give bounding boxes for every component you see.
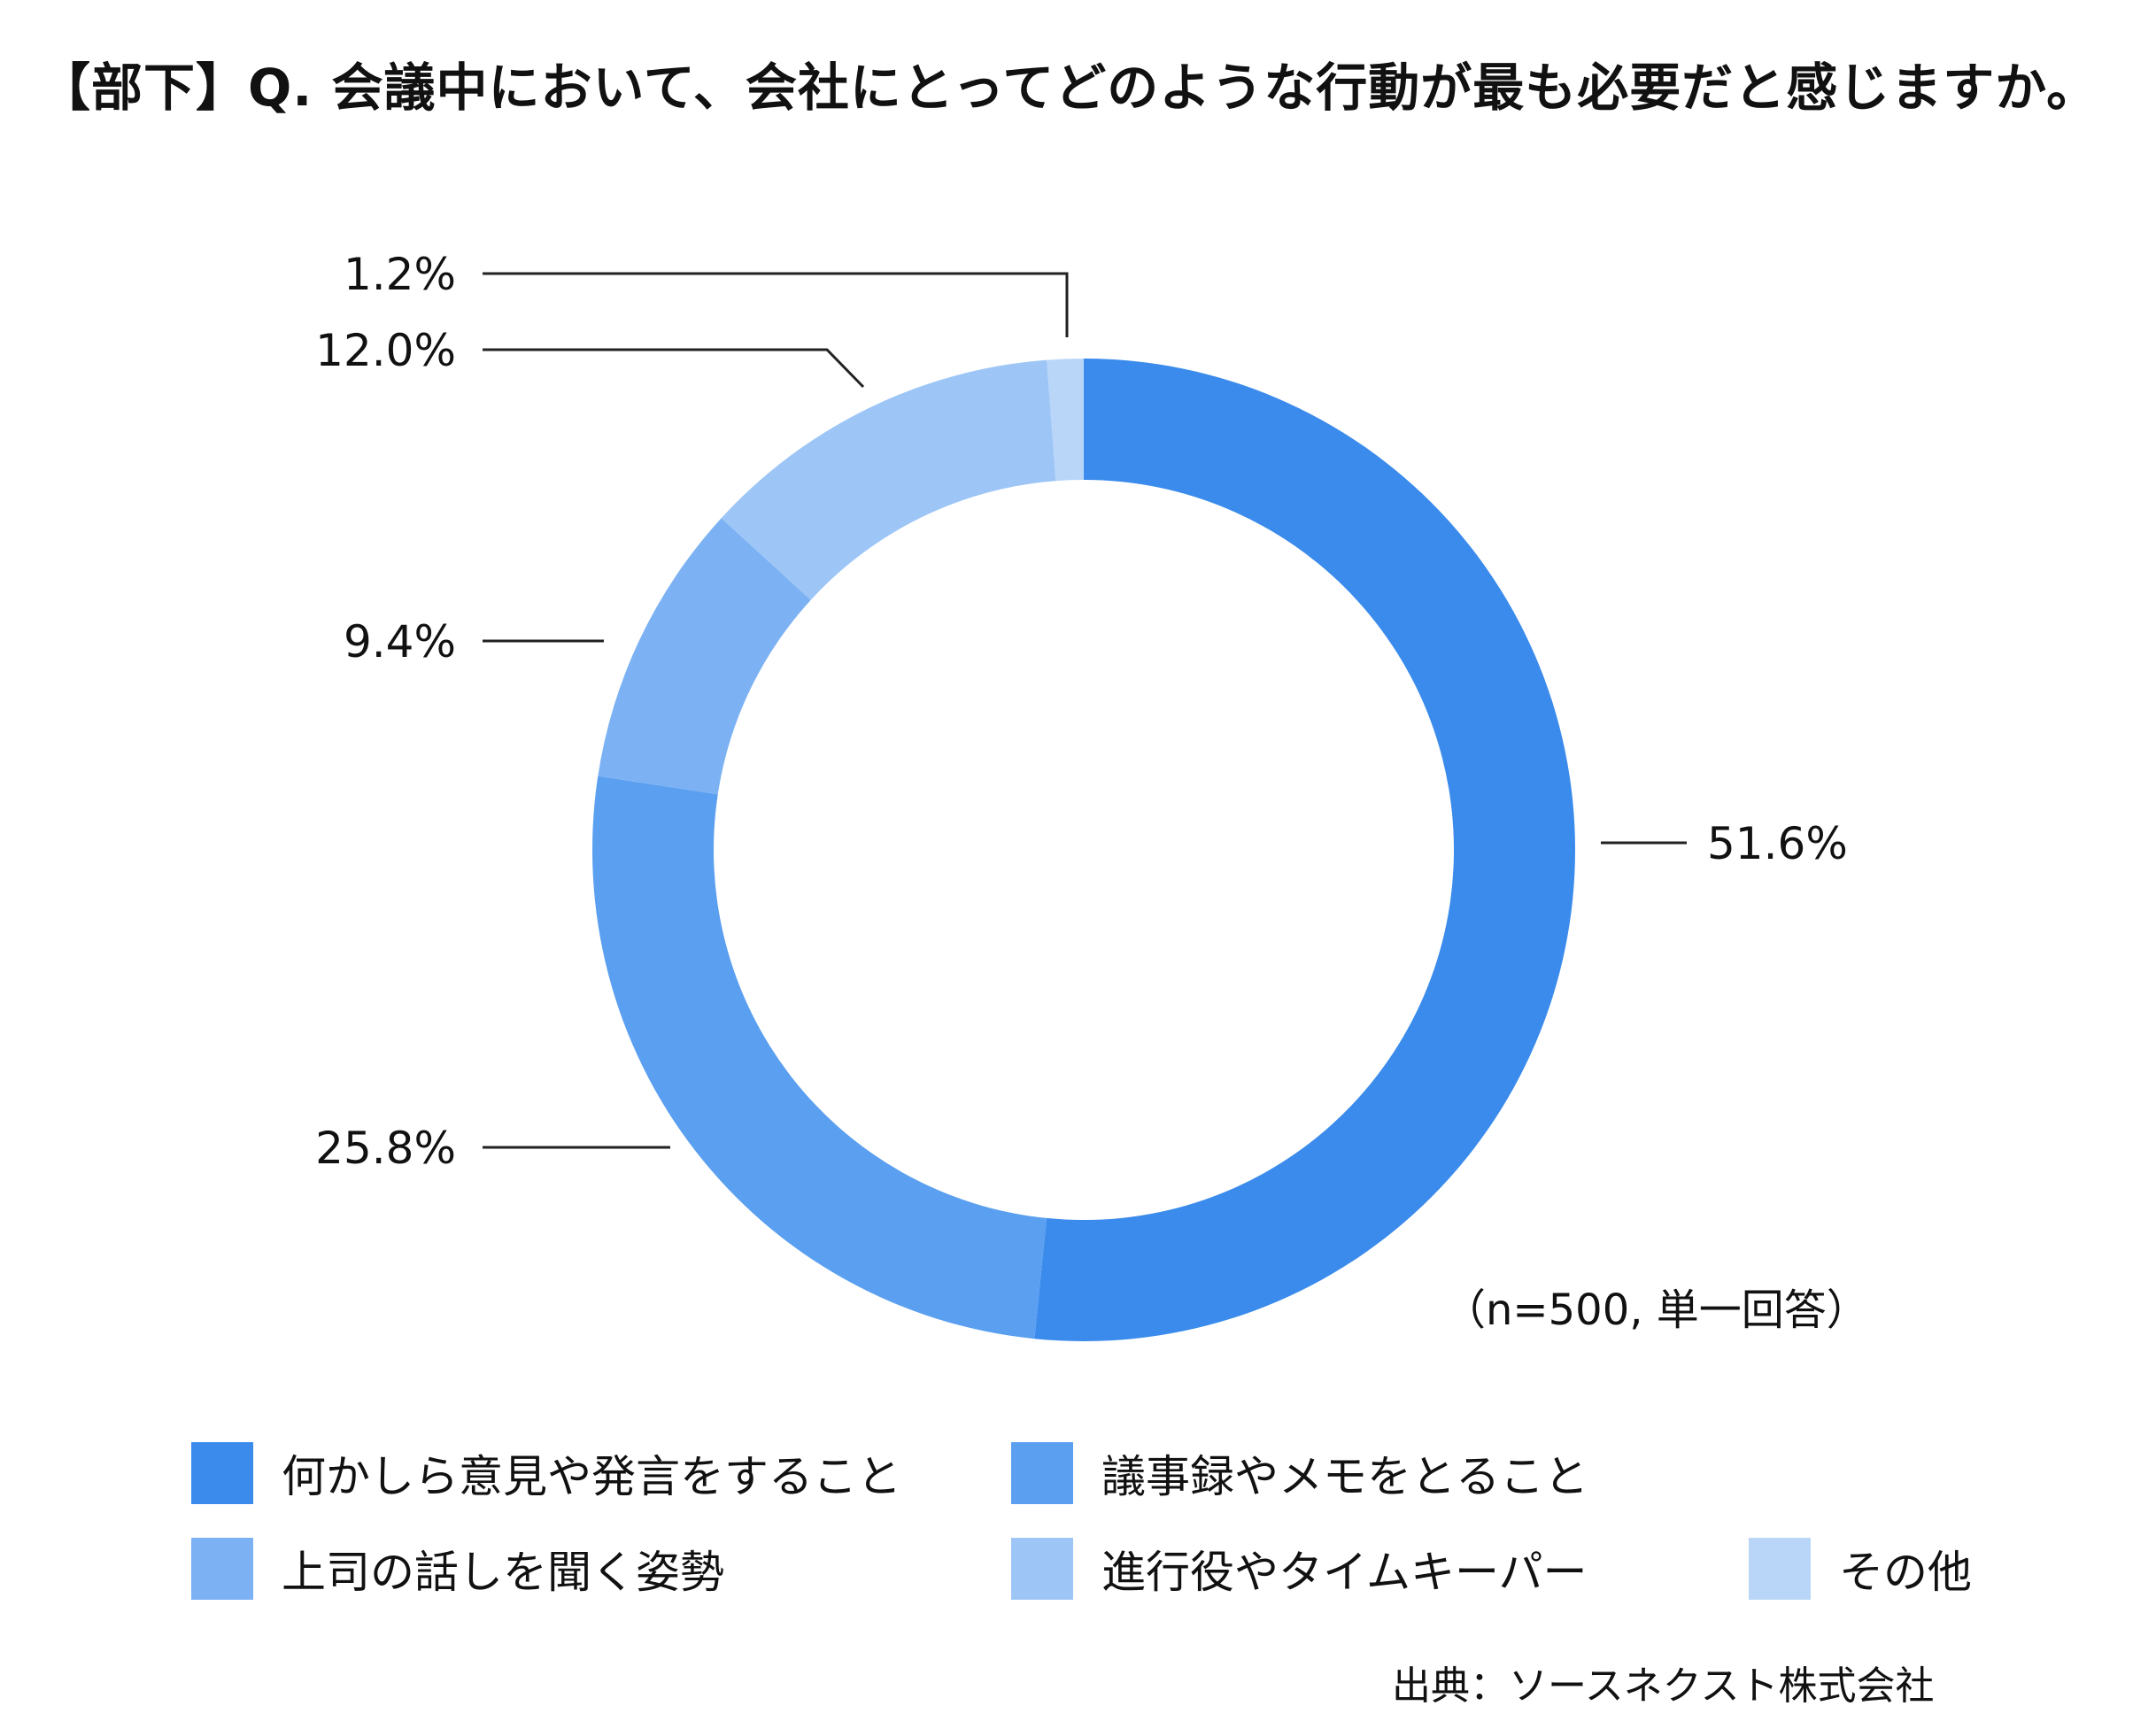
donut-slice-5 xyxy=(1047,359,1084,482)
donut-slice-4 xyxy=(721,359,1056,600)
legend-label: 議事録やメモをとること xyxy=(1101,1451,1588,1502)
data-label-4: 12.0% xyxy=(315,325,456,376)
data-labels: 51.6% 25.8% 9.4% 12.0% 1.2% xyxy=(315,249,1848,1174)
data-label-5: 1.2% xyxy=(344,249,456,300)
legend-swatch xyxy=(191,1538,253,1600)
data-label-2: 25.8% xyxy=(315,1123,456,1174)
legend-label: 上司の話しを聞く姿勢 xyxy=(282,1547,724,1598)
legend-swatch xyxy=(191,1442,253,1504)
legend-item-3: 上司の話しを聞く姿勢 xyxy=(191,1537,724,1601)
legend-swatch xyxy=(1749,1538,1811,1600)
legend-item-5: その他 xyxy=(1749,1537,1972,1601)
source-credit: 出典：ソースネクスト株式会社 xyxy=(1392,1663,1935,1709)
legend-item-2: 議事録やメモをとること xyxy=(1011,1441,1588,1505)
donut-slice-1 xyxy=(1034,359,1576,1341)
data-label-1: 51.6% xyxy=(1707,818,1848,869)
legend-swatch xyxy=(1011,1538,1073,1600)
data-label-3: 9.4% xyxy=(344,616,456,668)
legend-label: 何かしら意見や発言をすること xyxy=(282,1451,901,1502)
leader-line-5 xyxy=(483,272,1069,337)
donut-slice-3 xyxy=(598,518,811,795)
donut-slice-2 xyxy=(592,776,1047,1339)
leader-lines xyxy=(483,272,1687,1149)
legend-label: その他 xyxy=(1839,1547,1972,1598)
leader-line-4 xyxy=(483,348,865,389)
legend-swatch xyxy=(1011,1442,1073,1504)
legend-item-4: 進行役やタイムキーパー xyxy=(1011,1537,1588,1601)
legend-item-1: 何かしら意見や発言をすること xyxy=(191,1441,901,1505)
legend-label: 進行役やタイムキーパー xyxy=(1101,1547,1588,1598)
donut-slices xyxy=(592,359,1576,1341)
sample-note: （n=500, 単一回答） xyxy=(1443,1285,1869,1335)
chart-title: 【部下】Q. 会議中において、会社にとってどのような行動が最も必要だと感じますか… xyxy=(39,58,2099,118)
